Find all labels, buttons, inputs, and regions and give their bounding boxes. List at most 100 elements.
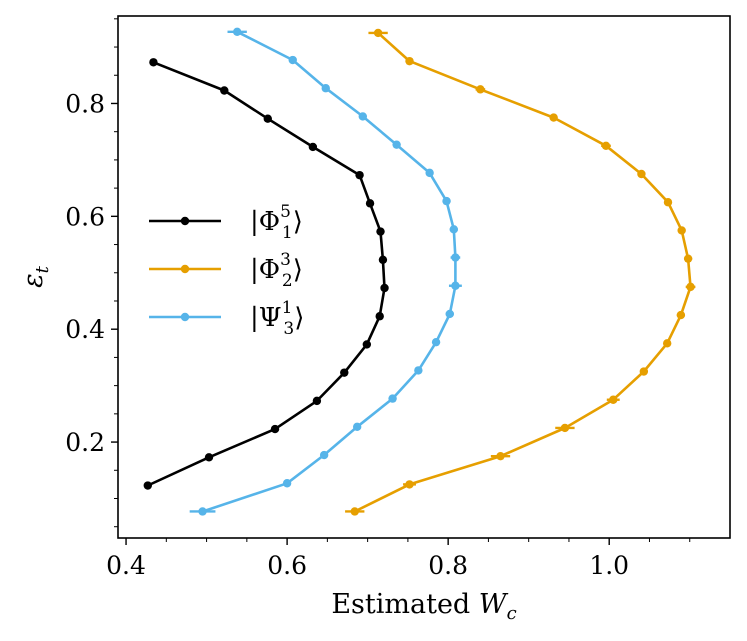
data-point — [476, 85, 485, 94]
data-point — [549, 113, 558, 122]
data-point — [376, 227, 385, 236]
legend-entry: |Φ3 2⟩ — [149, 250, 303, 291]
data-point — [637, 169, 646, 179]
y-axis-label: εt — [18, 265, 53, 288]
data-point — [560, 423, 570, 433]
series-1 — [143, 58, 389, 490]
legend-entry: |Φ5 1⟩ — [149, 202, 303, 243]
x-tick-label: 0.8 — [428, 551, 468, 580]
y-tick-label: 0.4 — [65, 315, 105, 344]
data-point — [375, 312, 384, 321]
data-point — [220, 86, 229, 95]
legend-marker — [180, 312, 190, 322]
data-point — [449, 225, 458, 234]
y-tick-label: 0.2 — [65, 428, 105, 457]
y-tick-label: 0.8 — [65, 89, 105, 118]
data-point — [288, 55, 297, 65]
data-point — [321, 84, 330, 93]
data-point — [319, 450, 329, 460]
legend-bracket-right: ⟩ — [293, 207, 303, 237]
legend-sup: 3 — [280, 250, 291, 270]
data-point — [308, 142, 318, 152]
data-point — [350, 507, 359, 516]
data-point — [451, 281, 460, 290]
legend-bar-left: | — [250, 303, 259, 333]
series-3 — [189, 27, 462, 516]
data-point — [414, 366, 423, 375]
legend-sub: 2 — [282, 271, 293, 291]
data-point — [609, 395, 618, 404]
data-point — [639, 367, 649, 376]
legend: |Φ5 1⟩|Φ3 2⟩|Ψ1 3⟩ — [149, 202, 304, 339]
x-tick-label: 1.0 — [589, 551, 629, 580]
data-point — [683, 254, 693, 263]
data-point — [198, 507, 207, 516]
data-point — [373, 28, 383, 38]
data-point — [340, 368, 349, 377]
x-tick-label: 0.6 — [267, 551, 307, 580]
x-axis-label-sub: c — [507, 603, 517, 624]
legend-sub: 1 — [282, 223, 293, 243]
data-point — [663, 198, 673, 207]
data-point — [263, 114, 272, 123]
axes-frame — [117, 15, 731, 539]
data-point — [312, 396, 322, 406]
legend-label: |Φ5 1⟩ — [250, 202, 303, 243]
data-point — [425, 168, 434, 178]
data-point — [204, 453, 214, 462]
x-axis-label-prefix: Estimated — [331, 589, 478, 620]
data-point — [405, 56, 414, 66]
data-point — [380, 283, 389, 293]
legend-base: Φ — [259, 207, 280, 237]
legend-marker — [180, 216, 190, 226]
data-point — [601, 141, 611, 150]
data-point — [677, 226, 686, 235]
data-point — [388, 394, 397, 403]
data-point — [686, 282, 695, 292]
series-line — [202, 30, 457, 513]
data-point — [405, 480, 414, 489]
data-point — [392, 140, 401, 149]
data-point — [442, 196, 451, 206]
series-line — [354, 31, 692, 513]
data-point — [365, 199, 375, 208]
data-point — [378, 255, 388, 264]
legend-bar-left: | — [250, 255, 259, 285]
axis-ticks: 0.4 0.6 0.8 1.0 0.2 0.4 0.6 0.8 — [65, 18, 691, 580]
y-tick-label: 0.6 — [65, 202, 105, 231]
legend-bar-left: | — [250, 207, 259, 237]
legend-sup: 1 — [282, 298, 293, 318]
data-point — [496, 451, 505, 461]
data-point — [282, 479, 292, 488]
y-axis-label-var: ε — [18, 273, 49, 288]
data-point — [270, 424, 280, 434]
data-point — [445, 309, 454, 319]
legend-base: Φ — [259, 255, 280, 285]
data-point — [149, 58, 158, 67]
data-point — [662, 339, 672, 348]
data-point — [143, 481, 152, 490]
legend-entry: |Ψ1 3⟩ — [149, 298, 304, 339]
series-2 — [345, 28, 696, 516]
data-point — [355, 170, 364, 180]
legend-sup: 5 — [280, 202, 291, 222]
data-point — [676, 310, 686, 320]
plot-area — [143, 27, 696, 516]
legend-bracket-right: ⟩ — [294, 303, 304, 333]
y-axis-label-sub: t — [32, 265, 53, 273]
series-line — [147, 61, 386, 487]
legend-label: |Ψ1 3⟩ — [250, 298, 304, 339]
legend-base: Ψ — [259, 303, 282, 333]
legend-sub: 3 — [283, 319, 294, 339]
data-point — [362, 340, 372, 349]
data-point — [232, 27, 242, 37]
legend-marker — [180, 264, 190, 274]
data-point — [358, 112, 367, 121]
x-axis-label-var: W — [479, 589, 509, 620]
x-axis-label: Estimated Wc — [331, 589, 516, 624]
legend-label: |Φ3 2⟩ — [250, 250, 303, 291]
x-tick-label: 0.4 — [106, 551, 146, 580]
data-point — [352, 422, 362, 432]
data-point — [431, 337, 441, 347]
